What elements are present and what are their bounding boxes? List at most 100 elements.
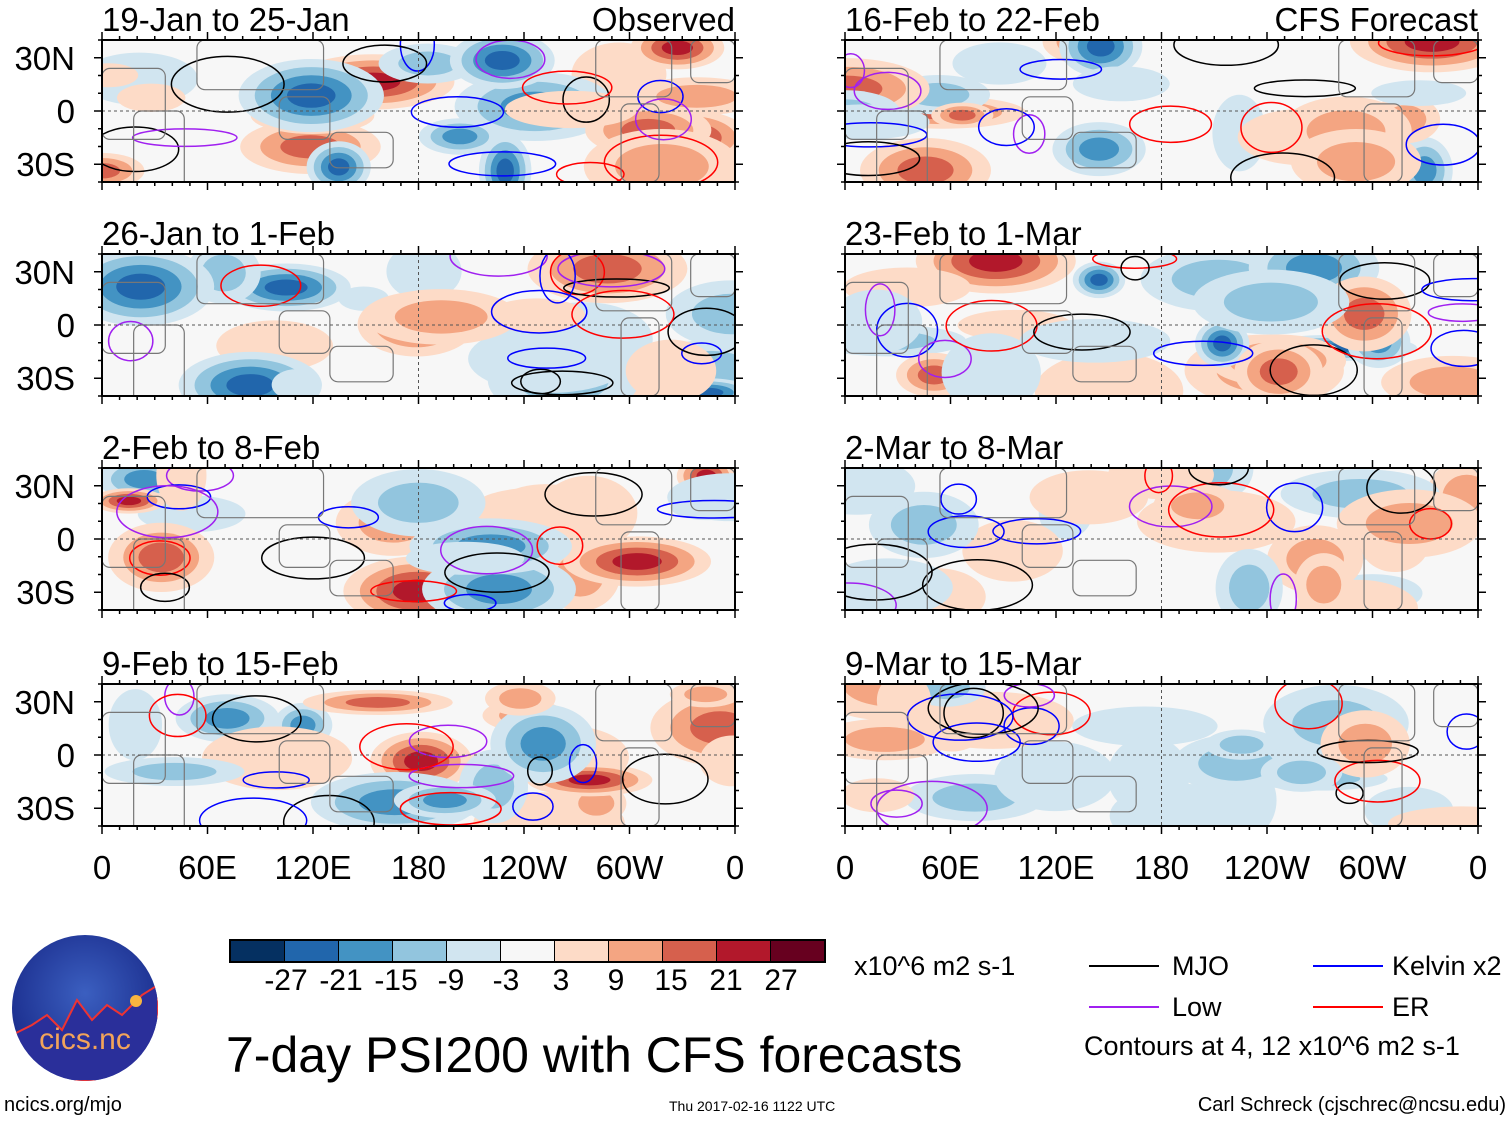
psi-anomaly-fill	[890, 505, 957, 545]
x-tick-label: 0	[835, 849, 855, 886]
coastline	[329, 131, 394, 169]
psi200-map	[837, 676, 1486, 834]
psi-anomaly-fill	[1019, 318, 1171, 363]
psi-anomaly-fill	[1109, 783, 1250, 826]
wave-contour	[563, 278, 671, 298]
wave-contour	[410, 95, 505, 128]
wave-contour	[107, 320, 154, 362]
psi-anomaly-fill	[386, 254, 462, 301]
psi-anomaly-fill	[423, 792, 467, 808]
wave-contour	[282, 794, 375, 826]
coastline	[939, 254, 1068, 305]
x-tick-label: 120E	[1017, 849, 1095, 886]
legend-label-er: ER	[1392, 992, 1430, 1022]
coastline	[1363, 103, 1403, 182]
psi-anomaly-fill	[156, 468, 207, 511]
psi-anomaly-fill	[625, 339, 717, 396]
coastline	[196, 254, 325, 305]
colorbar-label: -21	[319, 964, 363, 997]
colorbar-swatch	[231, 941, 285, 961]
legend-line-low	[1089, 1006, 1159, 1008]
psi-anomaly-fill	[684, 686, 728, 703]
wave-contour	[242, 771, 310, 789]
x-tick-label: 0	[725, 849, 745, 886]
psi-anomaly-fill	[952, 42, 1047, 85]
wave-contour	[943, 687, 1005, 739]
psi-anomaly-fill	[124, 469, 164, 489]
psi-anomaly-fill	[1034, 351, 1184, 396]
x-tick-label: 120W	[1223, 849, 1311, 886]
wave-contour	[870, 789, 923, 818]
wave-contour	[656, 499, 735, 519]
colorbar-swatch	[501, 941, 555, 961]
colorbar-swatch	[717, 941, 771, 961]
psi-anomaly-fill	[1371, 80, 1467, 106]
coastline	[1433, 684, 1478, 728]
psi-anomaly-fill	[573, 254, 642, 284]
wave-contour	[921, 558, 1034, 610]
psi-anomaly-fill	[1404, 40, 1460, 52]
x-tick-label: 0	[1468, 849, 1488, 886]
psi-anomaly-fill	[845, 289, 923, 354]
coastline	[1021, 310, 1074, 354]
coastline	[1338, 684, 1416, 742]
wave-contour	[1144, 468, 1174, 494]
wave-contour	[544, 471, 643, 517]
psi200-map	[94, 676, 743, 834]
wave-contour	[490, 289, 588, 334]
wave-contour	[1274, 684, 1343, 730]
psi-anomaly-fill	[1072, 66, 1170, 102]
wave-contour	[359, 723, 454, 771]
wave-contour	[521, 70, 613, 105]
coastline	[939, 40, 1068, 91]
wave-contour	[845, 52, 866, 89]
wave-contour	[1128, 105, 1213, 144]
wave-contour	[977, 108, 1035, 147]
x-tick-label: 180	[1133, 849, 1190, 886]
coastline	[1433, 468, 1478, 512]
coastline	[620, 103, 660, 182]
wave-contour	[102, 126, 180, 173]
coastline	[278, 524, 331, 568]
psi-anomaly-fill	[116, 273, 166, 300]
psi-anomaly-fill	[466, 574, 532, 605]
psi-anomaly-fill	[398, 51, 458, 76]
footer-url[interactable]: ncics.org/mjo	[4, 1094, 122, 1116]
wave-contour	[1265, 482, 1324, 533]
psi-anomaly-fill	[661, 40, 694, 56]
legend-line-er	[1313, 1006, 1383, 1008]
psi-anomaly-fill	[405, 541, 525, 575]
psi-anomaly-fill	[615, 144, 709, 182]
psi-anomaly-fill	[394, 300, 488, 334]
wave-contour	[1033, 313, 1131, 351]
coastline	[620, 531, 660, 610]
psi-anomaly-fill	[520, 726, 566, 761]
coastline	[1021, 524, 1074, 568]
y-tick-label: 30N	[14, 467, 75, 505]
wave-contour	[1230, 152, 1336, 182]
y-tick-label: 30N	[14, 39, 75, 77]
coastline	[939, 684, 1068, 735]
psi-anomaly-fill	[1219, 735, 1264, 754]
wave-contour	[448, 151, 557, 177]
colorbar-label: 3	[552, 964, 570, 997]
psi-anomaly-fill	[138, 542, 184, 573]
wave-contour	[557, 254, 666, 288]
colorbar-label: 27	[764, 964, 798, 997]
psi-anomaly-fill	[496, 158, 514, 182]
panel-title: 19-Jan to 25-Jan	[102, 1, 350, 38]
wave-contour	[1120, 255, 1150, 281]
wave-contour	[1366, 468, 1437, 514]
psi-anomaly-fill	[1388, 806, 1478, 826]
coastline	[329, 559, 394, 597]
psi-anomaly-fill	[1171, 492, 1225, 520]
wave-contour	[634, 98, 693, 141]
wave-contour	[1128, 485, 1213, 528]
wave-contour	[260, 536, 366, 580]
coastline	[595, 40, 673, 98]
wave-contour	[1338, 261, 1431, 300]
coastline	[939, 468, 1068, 519]
psi-anomaly-fill	[264, 279, 308, 296]
coastline	[196, 684, 325, 735]
panel-title: 9-Feb to 15-Feb	[102, 645, 339, 682]
